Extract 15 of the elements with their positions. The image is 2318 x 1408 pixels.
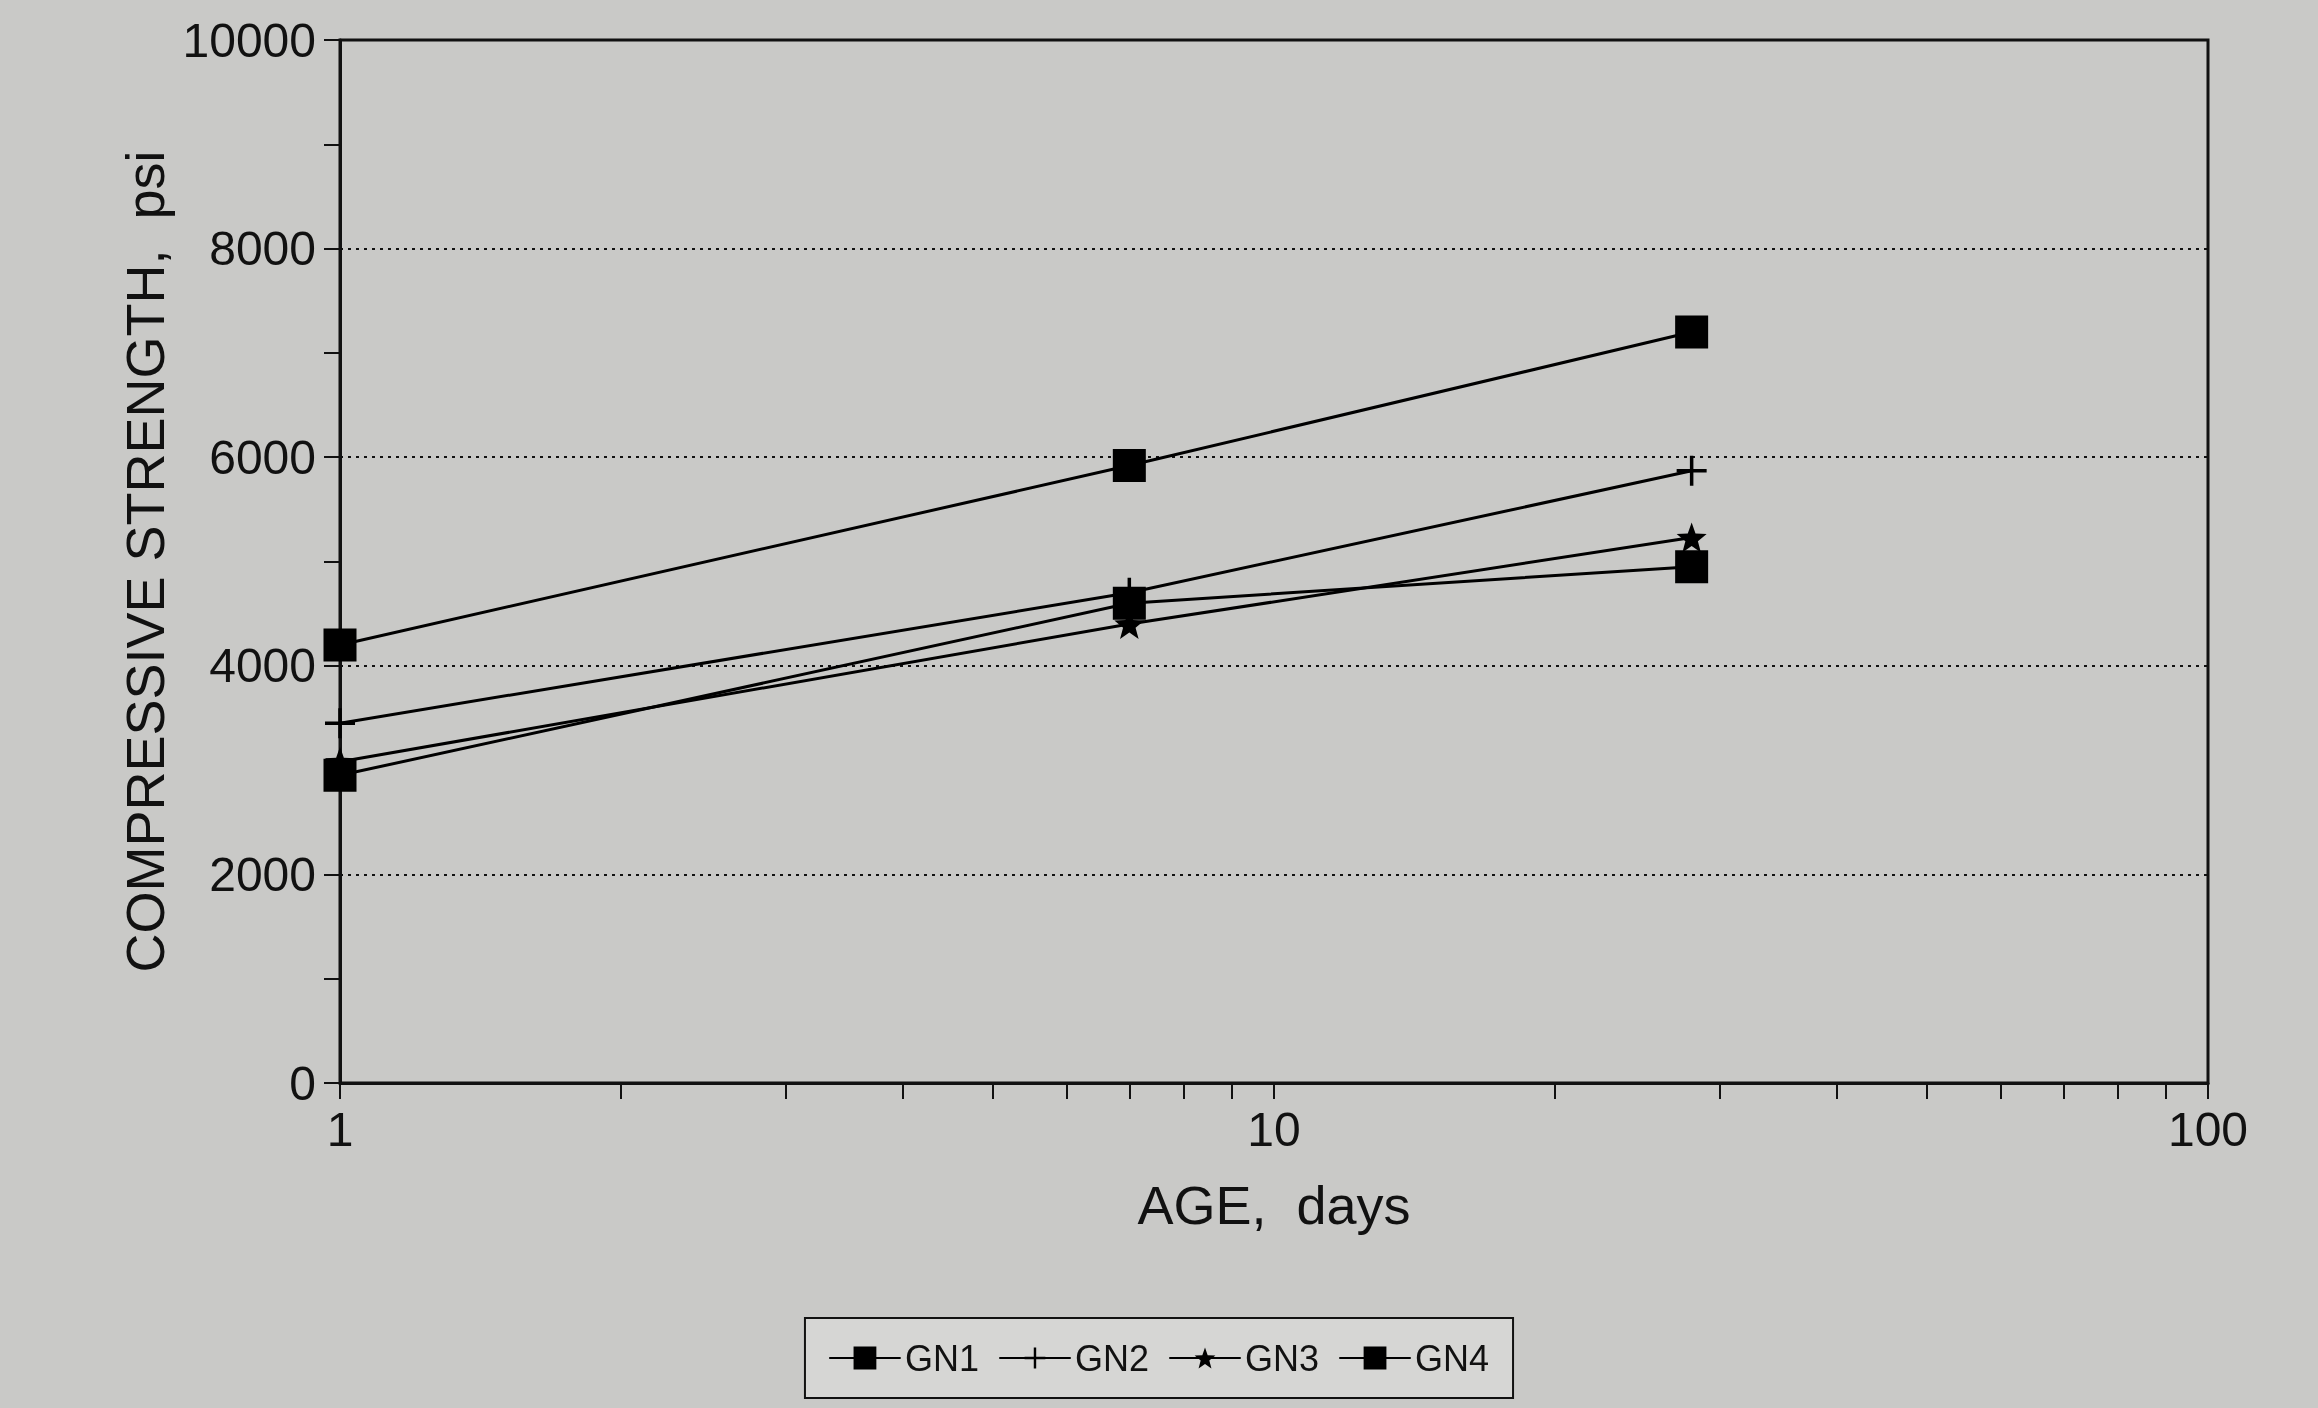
legend-label: GN1 bbox=[904, 1337, 979, 1379]
y-tick-label: 6000 bbox=[209, 430, 316, 484]
x-tick-label: 100 bbox=[2167, 1102, 2249, 1156]
legend-label: GN4 bbox=[1415, 1337, 1490, 1379]
y-tick-label: 4000 bbox=[209, 639, 316, 693]
legend-label: GN2 bbox=[1074, 1337, 1150, 1379]
y-tick-label: 0 bbox=[289, 1056, 316, 1110]
x-tick-label: 1 bbox=[326, 1102, 354, 1156]
x-tick-label: 10 bbox=[1247, 1102, 1301, 1156]
y-tick-label: 10000 bbox=[182, 13, 316, 67]
y-tick-label: 2000 bbox=[209, 847, 316, 901]
legend-label: GN3 bbox=[1245, 1337, 1320, 1379]
y-axis-title: COMPRESSIVE STRENGTH, psi bbox=[114, 150, 175, 973]
x-axis-title: AGE, days bbox=[1137, 1175, 1411, 1235]
y-tick-label: 8000 bbox=[209, 222, 316, 276]
